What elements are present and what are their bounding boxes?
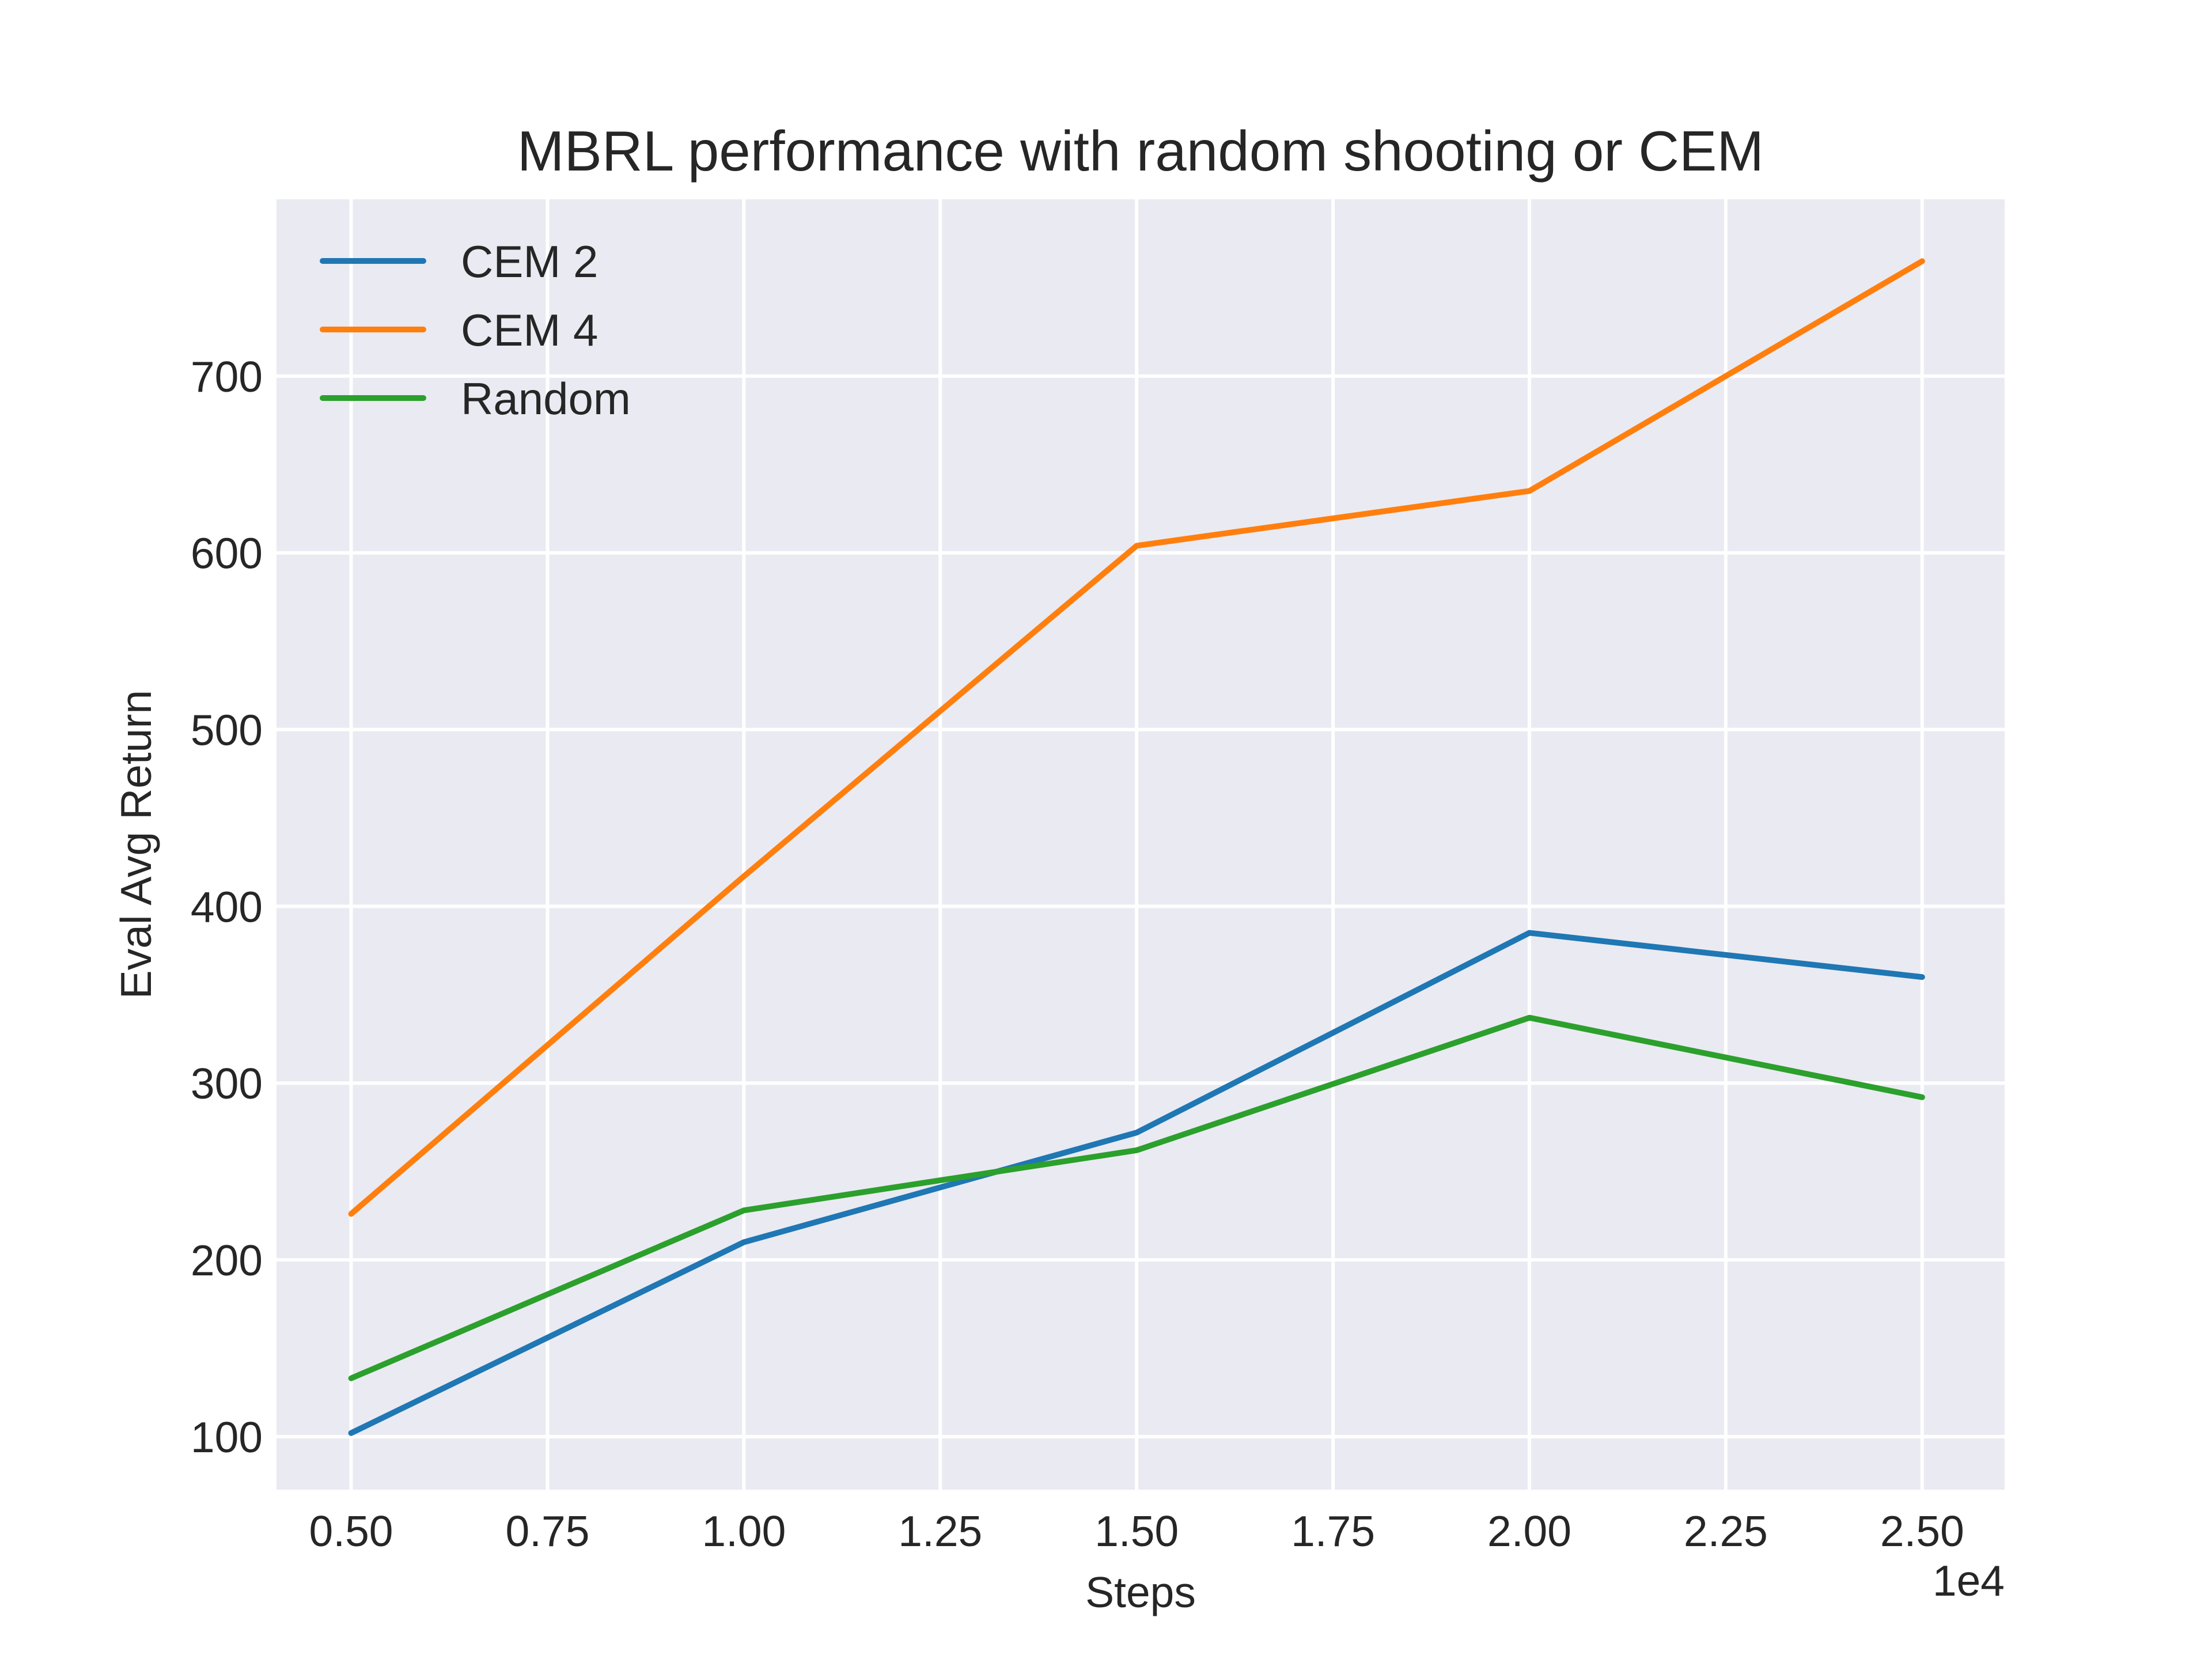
- y-tick-label: 400: [191, 882, 263, 931]
- y-tick-label: 700: [191, 353, 263, 401]
- plot-area: [276, 199, 2005, 1490]
- y-tick-label: 200: [191, 1236, 263, 1285]
- x-tick-label: 1.50: [1094, 1507, 1179, 1555]
- x-tick-label: 2.50: [1880, 1507, 1964, 1555]
- grid: [276, 199, 2005, 1490]
- x-tick-label: 2.25: [1684, 1507, 1768, 1555]
- x-tick-label: 1.00: [702, 1507, 786, 1555]
- x-tick-label: 1.25: [898, 1507, 982, 1555]
- y-tick-labels: 100 200 300 400 500 600 700: [191, 353, 263, 1461]
- series-lines: [348, 258, 1925, 1436]
- y-tick-label: 100: [191, 1413, 263, 1461]
- y-tick-label: 600: [191, 529, 263, 578]
- x-tick-labels: 0.50 0.75 1.00 1.25 1.50 1.75 2.00 2.25 2.50: [309, 1507, 1964, 1555]
- legend: CEM 2 CEM 4 Random: [320, 236, 631, 424]
- series-line-cem-2: [348, 930, 1925, 1436]
- y-tick-label: 300: [191, 1059, 263, 1108]
- x-tick-label: 0.50: [309, 1507, 393, 1555]
- legend-label-cem-2: CEM 2: [461, 236, 598, 287]
- x-axis-label: Steps: [1085, 1568, 1196, 1616]
- y-axis-label: Eval Avg Return: [112, 690, 160, 999]
- series-line-random: [348, 1014, 1925, 1381]
- x-tick-label: 2.00: [1487, 1507, 1571, 1555]
- y-tick-label: 500: [191, 706, 263, 755]
- x-axis-offset-label: 1e4: [1933, 1556, 2005, 1605]
- series-line-cem-4: [348, 258, 1925, 1217]
- x-tick-label: 0.75: [505, 1507, 589, 1555]
- chart-title: MBRL performance with random shooting or…: [517, 119, 1764, 183]
- x-tick-label: 1.75: [1291, 1507, 1375, 1555]
- legend-label-random: Random: [461, 373, 631, 424]
- legend-label-cem-4: CEM 4: [461, 305, 598, 355]
